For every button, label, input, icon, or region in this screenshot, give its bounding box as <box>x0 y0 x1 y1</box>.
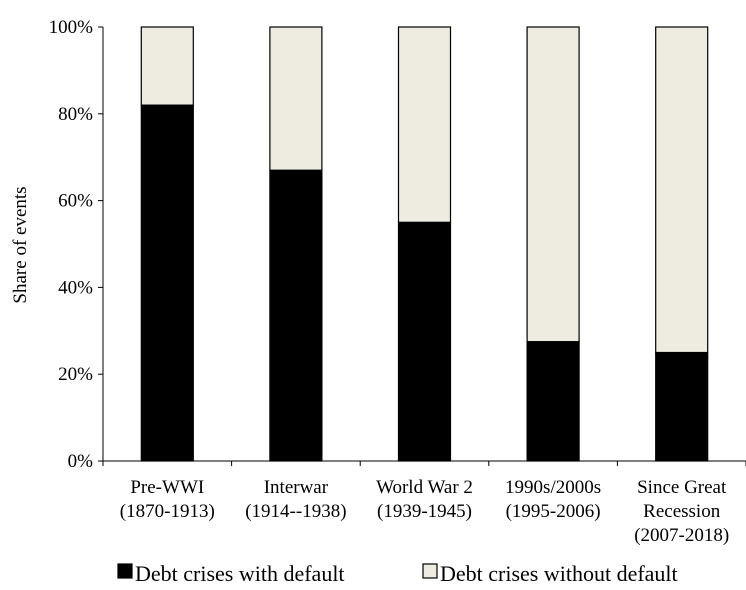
bar-with-default <box>397 221 452 462</box>
bar-with-default <box>140 104 194 462</box>
bar-with-default <box>526 341 580 462</box>
x-tick-label: World War 2 (1939-1945) <box>376 477 473 522</box>
bar-without-default <box>526 26 580 343</box>
bar-without-default <box>269 26 323 171</box>
bars-layer <box>140 26 709 462</box>
y-tick-label: 0% <box>68 451 94 472</box>
x-tick-label: Pre-WWI (1870-1913) <box>120 477 215 522</box>
y-tick-label: 60% <box>58 191 93 212</box>
bar-without-default <box>397 26 452 223</box>
bar-with-default <box>655 351 709 462</box>
legend-swatch <box>117 563 133 579</box>
y-tick-label: 20% <box>58 364 93 385</box>
x-tick-label: 1990s/2000s (1995-2006) <box>505 477 601 522</box>
bar-without-default <box>140 26 194 106</box>
axes-layer: 0% 20% 40% 60% 80% 100% <box>49 17 746 472</box>
y-tick-label: 40% <box>58 277 93 298</box>
y-axis-title: Share of events <box>10 186 31 303</box>
x-tick-label: Interwar (1914--1938) <box>245 477 346 522</box>
y-tick-label: 100% <box>49 17 94 38</box>
legend-label: Debt crises with default <box>135 561 345 586</box>
x-tick-label: Since Great Recession (2007-2018) <box>634 477 729 546</box>
legend-label: Debt crises without default <box>440 561 678 586</box>
bar-without-default <box>655 26 709 354</box>
labels-layer: Pre-WWI (1870-1913) Interwar (1914--1938) Wo… <box>120 477 729 546</box>
legend: Debt crises with default Debt crises with… <box>117 561 678 586</box>
bar-with-default <box>269 169 323 462</box>
y-tick-label: 80% <box>58 104 93 125</box>
legend-swatch <box>422 563 438 579</box>
